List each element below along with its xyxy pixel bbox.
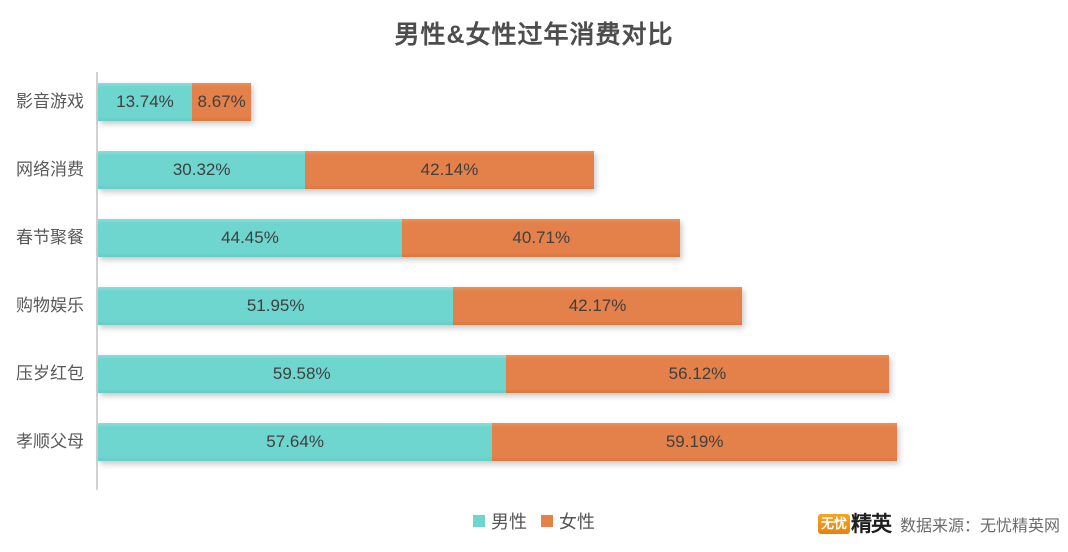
stacked-bar: 44.45% 40.71% bbox=[98, 219, 681, 257]
stacked-bar: 57.64% 59.19% bbox=[98, 423, 898, 461]
y-axis-line bbox=[96, 72, 98, 490]
bar-segment-male[interactable]: 30.32% bbox=[98, 151, 306, 189]
bar-segment-male[interactable]: 44.45% bbox=[98, 219, 403, 257]
category-label-4: 购物娱乐 bbox=[16, 296, 84, 315]
brand-word: 精英 bbox=[850, 512, 892, 536]
legend-label-male: 男性 bbox=[491, 512, 527, 532]
bar-segment-male[interactable]: 59.58% bbox=[98, 355, 506, 393]
bar-segment-female[interactable]: 8.67% bbox=[191, 83, 252, 121]
bar-segment-female[interactable]: 56.12% bbox=[505, 355, 890, 393]
category-label-1: 影音游戏 bbox=[16, 92, 84, 111]
source-text: 数据来源：无忧精英网 bbox=[899, 518, 1060, 535]
chart-title: 男性&女性过年消费对比 bbox=[394, 21, 674, 49]
chart-legend: 男性 女性 bbox=[0, 508, 1068, 534]
bar-segment-male[interactable]: 13.74% bbox=[98, 83, 192, 121]
brand-mark-icon: 无忧 bbox=[817, 514, 850, 534]
bar-row: 孝顺父母 57.64% 59.19% bbox=[0, 412, 1068, 480]
legend-swatch-male-icon bbox=[473, 515, 485, 527]
plot-area: 影音游戏 13.74% 8.67% 网络消费 30.32% 42.14% 春节聚餐 44.45… bbox=[0, 72, 1068, 492]
bar-row: 春节聚餐 44.45% 40.71% bbox=[0, 208, 1068, 276]
category-label-2: 网络消费 bbox=[16, 160, 84, 179]
stacked-bar: 59.58% 56.12% bbox=[98, 355, 890, 393]
stacked-bar: 51.95% 42.17% bbox=[98, 287, 742, 325]
bar-segment-female[interactable]: 59.19% bbox=[492, 423, 898, 461]
bar-rows: 影音游戏 13.74% 8.67% 网络消费 30.32% 42.14% 春节聚餐 44.45… bbox=[0, 72, 1068, 480]
category-label-3: 春节聚餐 bbox=[16, 228, 84, 247]
legend-label-female: 女性 bbox=[559, 512, 595, 532]
bar-segment-female[interactable]: 42.14% bbox=[305, 151, 594, 189]
bar-segment-male[interactable]: 51.95% bbox=[98, 287, 454, 325]
bar-segment-male[interactable]: 57.64% bbox=[98, 423, 493, 461]
footer-source: 无忧 精英 数据来源：无忧精英网 bbox=[817, 512, 1060, 536]
stacked-bar: 13.74% 8.67% bbox=[98, 83, 252, 121]
stacked-bar: 30.32% 42.14% bbox=[98, 151, 594, 189]
legend-item-male[interactable]: 男性 bbox=[473, 508, 527, 534]
bar-row: 压岁红包 59.58% 56.12% bbox=[0, 344, 1068, 412]
bar-row: 购物娱乐 51.95% 42.17% bbox=[0, 276, 1068, 344]
legend-swatch-female-icon bbox=[541, 515, 553, 527]
bar-row: 网络消费 30.32% 42.14% bbox=[0, 140, 1068, 208]
category-label-5: 压岁红包 bbox=[16, 364, 84, 383]
category-label-6: 孝顺父母 bbox=[16, 432, 84, 451]
brand-logo: 无忧 精英 bbox=[817, 512, 892, 536]
bar-segment-female[interactable]: 40.71% bbox=[402, 219, 681, 257]
legend-item-female[interactable]: 女性 bbox=[541, 508, 595, 534]
bar-row: 影音游戏 13.74% 8.67% bbox=[0, 72, 1068, 140]
bar-segment-female[interactable]: 42.17% bbox=[453, 287, 742, 325]
